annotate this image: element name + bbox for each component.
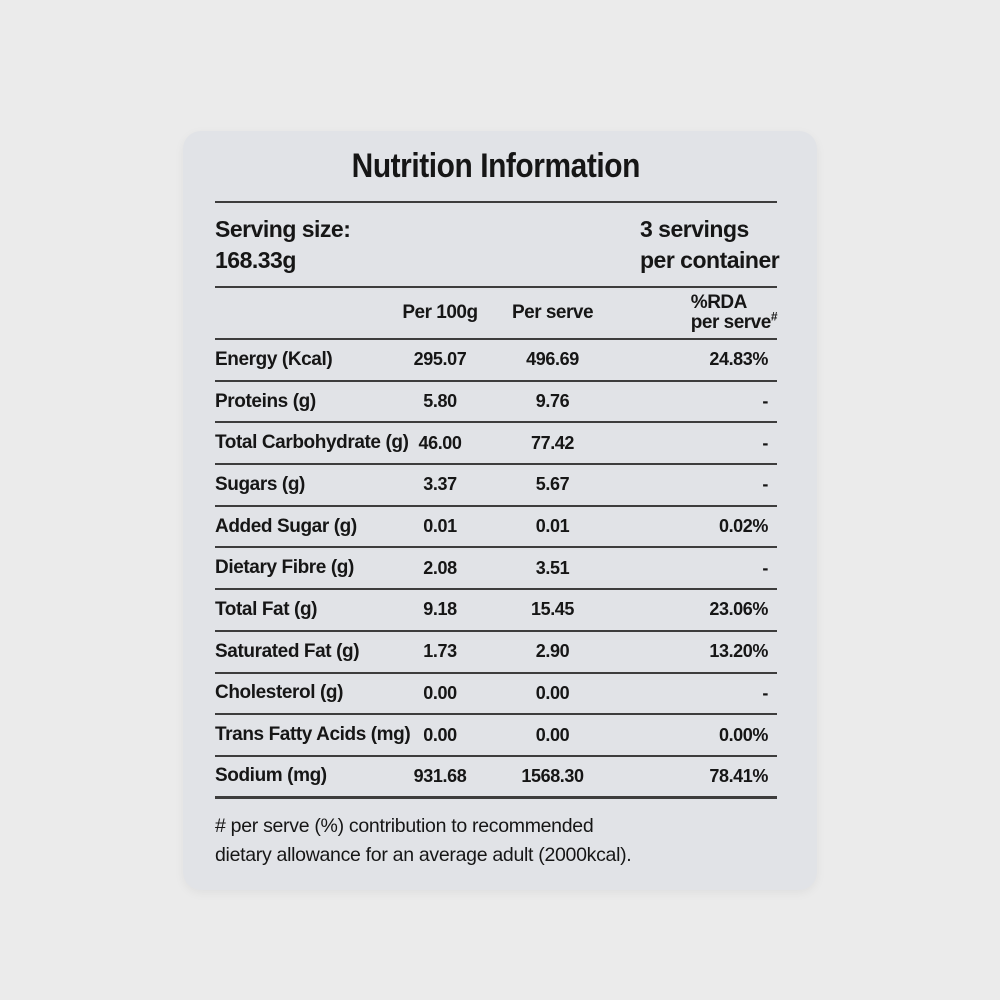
row-value-per-100g: 5.80 bbox=[423, 391, 457, 412]
row-nutrient-label: Sugars (g) bbox=[215, 473, 305, 495]
rda-footnote-marker: # bbox=[770, 309, 778, 324]
servings-per-container-block: 3 servings per container bbox=[640, 214, 780, 276]
table-row: Total Fat (g) 9.18 15.45 23.06% bbox=[215, 590, 777, 632]
row-value-rda-per-serve: - bbox=[762, 557, 768, 578]
serving-size-value: 168.33g bbox=[215, 246, 296, 273]
row-value-rda-per-serve: - bbox=[762, 391, 768, 412]
row-value-per-serve: 1568.30 bbox=[521, 765, 584, 786]
table-row: Dietary Fibre (g) 2.08 3.51 - bbox=[215, 548, 777, 591]
footnote-line2: dietary allowance for an average adult (… bbox=[215, 843, 632, 866]
row-value-per-100g: 2.08 bbox=[423, 557, 457, 578]
serving-size-label: Serving size: bbox=[215, 215, 351, 242]
table-row: Sugars (g) 3.37 5.67 - bbox=[215, 465, 777, 507]
row-value-per-100g: 295.07 bbox=[413, 349, 467, 370]
row-value-rda-per-serve: - bbox=[762, 474, 768, 495]
row-nutrient-label: Trans Fatty Acids (mg) bbox=[215, 724, 411, 746]
rda-header-text: %RDA per serve# bbox=[690, 291, 778, 333]
row-value-per-serve: 0.00 bbox=[535, 682, 570, 703]
row-nutrient-label: Energy (Kcal) bbox=[215, 348, 333, 370]
row-value-per-serve: 0.00 bbox=[535, 724, 570, 745]
row-nutrient-label: Dietary Fibre (g) bbox=[215, 557, 354, 579]
row-nutrient-label: Cholesterol (g) bbox=[215, 682, 344, 704]
row-value-per-serve: 5.67 bbox=[535, 474, 570, 495]
row-nutrient-label: Added Sugar (g) bbox=[215, 515, 357, 537]
table-row: Added Sugar (g) 0.01 0.01 0.02% bbox=[215, 507, 777, 549]
table-header-row: Per 100g Per serve %RDA per serve# bbox=[215, 288, 778, 340]
row-value-per-serve: 0.01 bbox=[535, 516, 570, 537]
nutrition-label-card: Nutrition Information Serving size: 168.… bbox=[183, 131, 817, 890]
table-row: Trans Fatty Acids (mg) 0.00 0.00 0.00% bbox=[215, 715, 777, 757]
row-value-per-serve: 15.45 bbox=[530, 599, 575, 620]
nutrition-table-body: Energy (Kcal) 295.07 496.69 24.83% Prote… bbox=[215, 340, 777, 799]
rda-header-line2: per serve bbox=[690, 311, 772, 333]
row-value-per-100g: 3.37 bbox=[423, 474, 457, 495]
serving-info-section: Serving size: 168.33g 3 servings per con… bbox=[215, 203, 780, 288]
row-value-per-100g: 9.18 bbox=[423, 599, 457, 620]
row-value-per-serve: 3.51 bbox=[535, 557, 570, 578]
table-row: Cholesterol (g) 0.00 0.00 - bbox=[215, 674, 777, 716]
table-row: Saturated Fat (g) 1.73 2.90 13.20% bbox=[215, 632, 777, 674]
footnote: # per serve (%) contribution to recommen… bbox=[215, 799, 777, 870]
servings-per-container-label: per container bbox=[640, 246, 780, 273]
footnote-line1: # per serve (%) contribution to recommen… bbox=[215, 814, 594, 837]
table-row: Energy (Kcal) 295.07 496.69 24.83% bbox=[215, 340, 777, 382]
title-section: Nutrition Information bbox=[215, 131, 777, 203]
row-value-per-100g: 0.01 bbox=[423, 516, 457, 537]
row-value-per-100g: 46.00 bbox=[418, 432, 462, 453]
column-header-per-100g: Per 100g bbox=[402, 302, 478, 323]
page-title: Nutrition Information bbox=[351, 146, 641, 185]
row-value-rda-per-serve: 24.83% bbox=[709, 349, 768, 370]
row-value-per-serve: 77.42 bbox=[530, 432, 575, 453]
row-value-rda-per-serve: 13.20% bbox=[709, 641, 768, 662]
row-value-rda-per-serve: - bbox=[762, 682, 768, 703]
row-value-per-100g: 0.00 bbox=[423, 682, 457, 703]
column-header-rda-per-serve: %RDA per serve# bbox=[620, 291, 778, 334]
row-value-rda-per-serve: 23.06% bbox=[709, 599, 768, 620]
row-nutrient-label: Proteins (g) bbox=[215, 390, 316, 412]
row-value-per-100g: 931.68 bbox=[413, 765, 467, 786]
row-nutrient-label: Total Fat (g) bbox=[215, 598, 318, 620]
row-value-per-100g: 0.00 bbox=[423, 724, 457, 745]
row-value-per-serve: 2.90 bbox=[535, 641, 570, 662]
row-nutrient-label: Total Carbohydrate (g) bbox=[215, 432, 409, 454]
table-row: Proteins (g) 5.80 9.76 - bbox=[215, 382, 777, 424]
serving-size-block: Serving size: 168.33g bbox=[215, 214, 351, 276]
table-row: Total Carbohydrate (g) 46.00 77.42 - bbox=[215, 423, 777, 466]
table-row: Sodium (mg) 931.68 1568.30 78.41% bbox=[215, 757, 777, 799]
servings-count: 3 servings bbox=[640, 215, 749, 242]
row-value-rda-per-serve: 0.00% bbox=[718, 724, 768, 745]
row-value-rda-per-serve: 0.02% bbox=[718, 516, 768, 537]
row-value-per-serve: 496.69 bbox=[526, 349, 579, 370]
row-nutrient-label: Saturated Fat (g) bbox=[215, 640, 360, 662]
row-nutrient-label: Sodium (mg) bbox=[215, 765, 327, 787]
row-value-per-serve: 9.76 bbox=[535, 391, 570, 412]
column-header-per-serve: Per serve bbox=[511, 302, 594, 323]
rda-header-line1: %RDA bbox=[690, 291, 748, 313]
row-value-rda-per-serve: 78.41% bbox=[709, 765, 768, 786]
row-value-per-100g: 1.73 bbox=[423, 641, 457, 662]
row-value-rda-per-serve: - bbox=[762, 432, 768, 453]
